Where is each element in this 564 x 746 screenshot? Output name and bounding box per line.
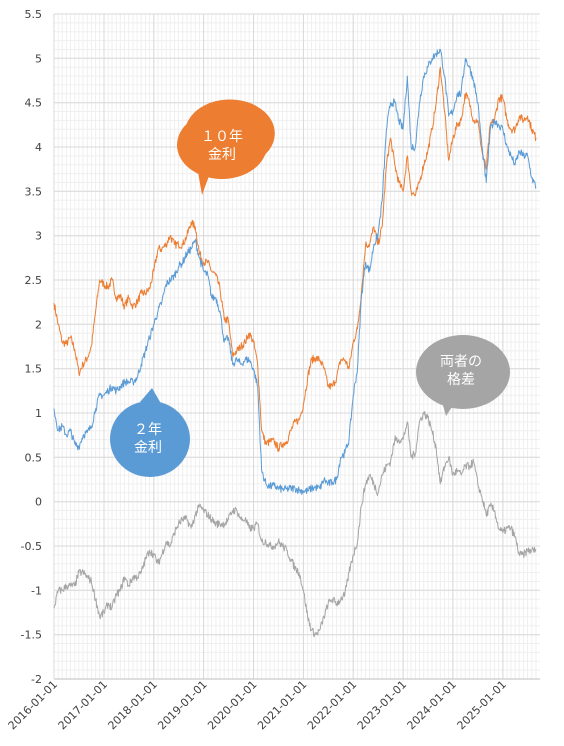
x-tick-label: 2018-01-01 [106,678,160,732]
callout-spread-bubble [416,335,510,409]
x-tick-label: 2024-01-01 [405,678,459,732]
callout-two-year-bubble [110,401,190,477]
callout-spread-line1: 両者の [440,354,482,370]
x-tick-label: 2016-01-01 [6,678,60,732]
callout-two-year-line1: ２年 [134,422,162,438]
y-tick-label: 1.5 [25,363,43,376]
x-tick-label: 2017-01-01 [56,678,110,732]
callouts: １０年 金利 ２年 金利 両者の 格差 [110,99,510,477]
y-tick-label: 3.5 [25,185,43,198]
x-tick-label: 2020-01-01 [205,678,259,732]
y-tick-label: 5.5 [25,8,43,21]
data-series [53,48,537,638]
y-tick-label: -0.5 [21,540,42,553]
series-line-spread [53,410,537,638]
callout-ten-year: １０年 金利 [177,99,275,195]
x-axis-tick-labels: 2016-01-012017-01-012018-01-012019-01-01… [6,678,509,732]
y-tick-label: 1 [35,407,42,420]
y-tick-label: 4.5 [25,97,43,110]
x-tick-label: 2023-01-01 [355,678,409,732]
x-tick-label: 2025-01-01 [455,678,509,732]
y-tick-label: 0.5 [25,451,43,464]
callout-two-year-line2: 金利 [134,440,162,456]
callout-ten-year-line2: 金利 [208,147,236,163]
y-tick-label: -2 [31,673,42,686]
callout-two-year: ２年 金利 [110,388,190,477]
y-tick-label: -1.5 [21,629,42,642]
series-line-two_year [53,48,537,496]
y-tick-label: 3 [35,230,42,243]
y-tick-label: 2 [35,318,42,331]
y-tick-label: 5 [35,52,42,65]
y-axis-tick-labels: 5.5 5 4.5 4 3.5 3 2.5 2 1.5 1 0.5 0 -0.5 -1 -1.5 -2 [21,8,42,686]
y-tick-label: -1 [31,584,42,597]
callout-spread-line2: 格差 [447,372,475,388]
x-tick-label: 2021-01-01 [255,678,309,732]
y-tick-label: 0 [35,496,42,509]
y-tick-label: 2.5 [25,274,43,287]
callout-ten-year-bubble [177,111,267,179]
callout-ten-year-line1: １０年 [201,129,243,145]
callout-spread: 両者の 格差 [416,335,510,416]
series-line-ten_year [53,66,537,452]
x-tick-label: 2022-01-01 [305,678,359,732]
y-tick-label: 4 [35,141,42,154]
x-tick-label: 2019-01-01 [155,678,209,732]
